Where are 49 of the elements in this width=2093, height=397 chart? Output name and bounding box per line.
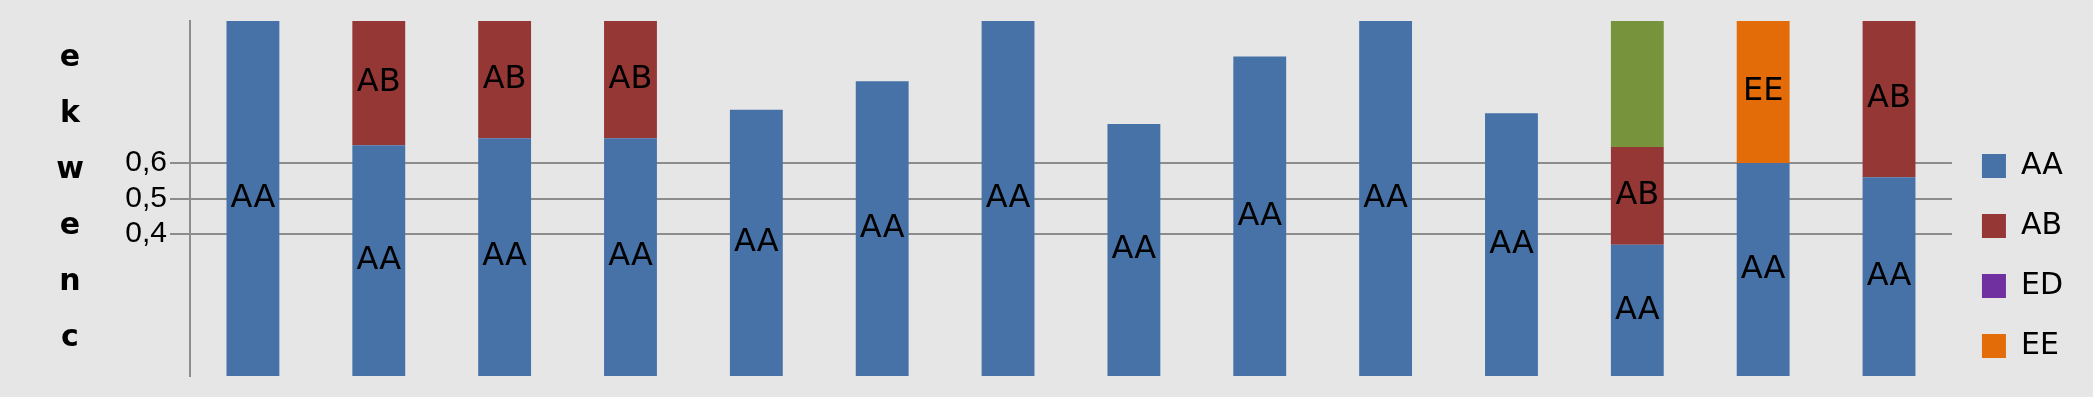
bar [226, 21, 280, 376]
bar [729, 109, 783, 376]
text: AA [482, 235, 527, 274]
bar [1610, 21, 1664, 148]
bar [604, 138, 657, 376]
bar [1233, 56, 1287, 376]
bar [352, 145, 406, 376]
text: AB [356, 61, 401, 100]
bar [1485, 113, 1538, 376]
text: AA [985, 176, 1031, 215]
y-tick-label: 0,4 [125, 215, 167, 249]
text: AA [1489, 222, 1534, 261]
legend-label: EE [2020, 325, 2059, 361]
legend-label: ED [2020, 265, 2064, 301]
bar [478, 21, 532, 139]
legend-label: AA [2020, 145, 2064, 181]
text: AA [859, 206, 905, 245]
bar [352, 21, 406, 146]
text: AA [1237, 194, 1283, 233]
bar [1736, 163, 1790, 376]
text: AB [608, 57, 653, 96]
text: AB [1615, 174, 1660, 213]
text: AB [482, 57, 527, 96]
text: AA [1614, 288, 1660, 327]
bar [1610, 147, 1664, 245]
legend-label: AB [2020, 205, 2063, 241]
text: AA [356, 238, 402, 277]
bar [478, 138, 532, 376]
text: AA [734, 221, 779, 260]
bar [604, 21, 657, 139]
bar [1107, 123, 1161, 376]
y-tick-label: 0,5 [125, 179, 167, 213]
text: AB [1867, 77, 1911, 116]
bar [1359, 21, 1413, 376]
bar [1862, 177, 1916, 376]
bar [981, 21, 1035, 376]
text: AA [608, 235, 653, 274]
y-axis-title: ekwenc [56, 38, 84, 354]
bar [1736, 21, 1790, 163]
text: AA [1866, 254, 1912, 293]
text: AA [1740, 247, 1786, 286]
bar [855, 81, 909, 376]
text: AA [230, 176, 276, 215]
text: EE [1742, 70, 1784, 109]
text: AA [1111, 228, 1157, 267]
bar [1610, 244, 1664, 376]
text: AA [1363, 176, 1408, 215]
y-tick-label: 0,6 [125, 144, 167, 178]
bar [1862, 21, 1916, 178]
